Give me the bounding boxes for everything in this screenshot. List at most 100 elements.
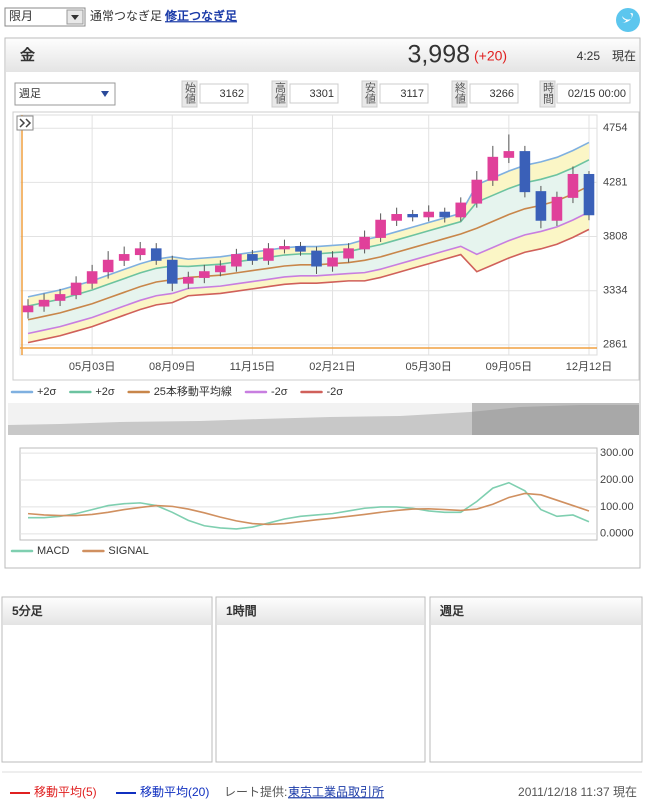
ohlc-fields: 始値 3162 高値 3301 安値 3117 終値 3266 時間 02/15 00:00 <box>181 80 631 108</box>
y-tick-label: 4281 <box>603 176 627 188</box>
x-tick-label: 05月30日 <box>405 361 451 373</box>
candle-body <box>295 246 306 252</box>
x-tick-label: 02月21日 <box>309 361 355 373</box>
candle-body <box>471 179 483 204</box>
y-tick-label: 100.00 <box>600 501 634 513</box>
panel-header <box>431 598 641 625</box>
field-label: 安値 <box>364 82 377 105</box>
field-value-box <box>469 83 519 104</box>
select-arrow[interactable] <box>71 15 79 20</box>
adjusted-link[interactable]: 修正つなぎ足 <box>164 8 237 23</box>
field-value-box <box>556 83 631 104</box>
select-text[interactable]: 週足 <box>19 87 41 100</box>
candle-body <box>583 173 595 216</box>
navigator-window[interactable] <box>472 403 639 435</box>
select-arrow[interactable] <box>101 91 109 97</box>
candle-body <box>567 173 579 198</box>
quote-header <box>6 39 639 72</box>
select-box[interactable] <box>4 7 86 27</box>
candle-body <box>279 246 290 250</box>
candle-body <box>439 211 451 218</box>
field-label-box <box>451 80 468 108</box>
legend-ma20: 移動平均(20) <box>140 785 209 799</box>
series-line <box>27 228 590 344</box>
candle-body <box>551 196 563 221</box>
candle-body <box>359 236 370 250</box>
candle-body <box>423 211 435 218</box>
y-tick-label: 300.00 <box>600 447 634 459</box>
period-select[interactable]: 週足 <box>14 82 116 106</box>
quote-time-suffix: 現在 <box>612 49 636 63</box>
band-fill <box>28 159 589 334</box>
field-label-box <box>361 80 378 108</box>
field-label-box <box>181 80 198 108</box>
candle-body <box>455 202 467 218</box>
candle-body <box>407 214 418 218</box>
field-value-box <box>199 83 249 104</box>
series-line <box>27 159 590 307</box>
field-value: 3301 <box>310 88 334 100</box>
select-text[interactable]: 限月 <box>9 9 33 23</box>
panel-title: 5分足 <box>12 603 43 618</box>
field-label-box <box>271 80 288 108</box>
field-value-box <box>289 83 339 104</box>
candle-body <box>134 248 146 256</box>
candle-body <box>311 250 322 267</box>
candle-body <box>182 276 194 284</box>
x-tick-label: 11月15日 <box>230 361 276 373</box>
candle-body <box>54 294 66 301</box>
legend-ma5: 移動平均(5) <box>34 785 97 799</box>
field-label: 始値 <box>184 81 197 105</box>
twitter-bird[interactable] <box>622 13 633 23</box>
y-tick-label: 3808 <box>603 230 627 242</box>
field-label: 高値 <box>274 81 287 105</box>
panel-title: 1時間 <box>226 603 257 618</box>
field-value: 02/15 00:00 <box>568 88 626 100</box>
twitter-button[interactable] <box>616 8 640 32</box>
field-label-box <box>539 80 556 108</box>
candle-body <box>86 271 98 284</box>
series-line <box>27 211 590 335</box>
select-box[interactable] <box>14 82 116 106</box>
candle-body <box>263 248 274 261</box>
panel-title: 週足 <box>440 603 464 618</box>
price: 3,998 <box>407 41 470 69</box>
x-tick-label: 12月12日 <box>566 361 612 373</box>
field-label: 時間 <box>542 82 555 105</box>
source-link[interactable]: 東京工業品取引所 <box>288 785 384 799</box>
legend-label: +2σ <box>37 386 57 398</box>
candle-body <box>166 259 178 284</box>
candle-body <box>503 151 515 158</box>
instrument-name: 金 <box>20 46 36 64</box>
plot-area <box>19 447 598 541</box>
candle-body <box>343 248 354 259</box>
price-change: (+20) <box>474 48 507 64</box>
candle-body <box>118 254 130 261</box>
candle-body <box>519 151 531 193</box>
candle-body <box>102 259 114 273</box>
y-tick-label: 0.0000 <box>600 528 634 540</box>
legend-label: -2σ <box>327 386 344 398</box>
source-label: レート提供: <box>224 784 287 799</box>
field-value: 3266 <box>490 88 514 100</box>
expand-icon[interactable] <box>19 118 32 128</box>
contract-select[interactable]: 限月 <box>4 7 86 27</box>
x-tick-label: 05月03日 <box>69 361 115 373</box>
expand-button[interactable] <box>16 115 34 131</box>
candle-body <box>22 305 34 313</box>
y-tick-label: 3334 <box>603 285 627 297</box>
legend-label: -2σ <box>271 386 288 398</box>
candle-body <box>70 282 82 296</box>
legend-label: MACD <box>37 545 69 557</box>
y-tick-label: 200.00 <box>600 474 634 486</box>
candle-body <box>38 299 50 307</box>
candle-body <box>375 219 386 238</box>
panel-header <box>217 598 424 625</box>
timestamp: 2011/12/18 11:37 現在 <box>518 785 637 799</box>
legend-label: SIGNAL <box>108 545 148 557</box>
candle-body <box>215 265 226 273</box>
candle-body <box>535 191 547 221</box>
